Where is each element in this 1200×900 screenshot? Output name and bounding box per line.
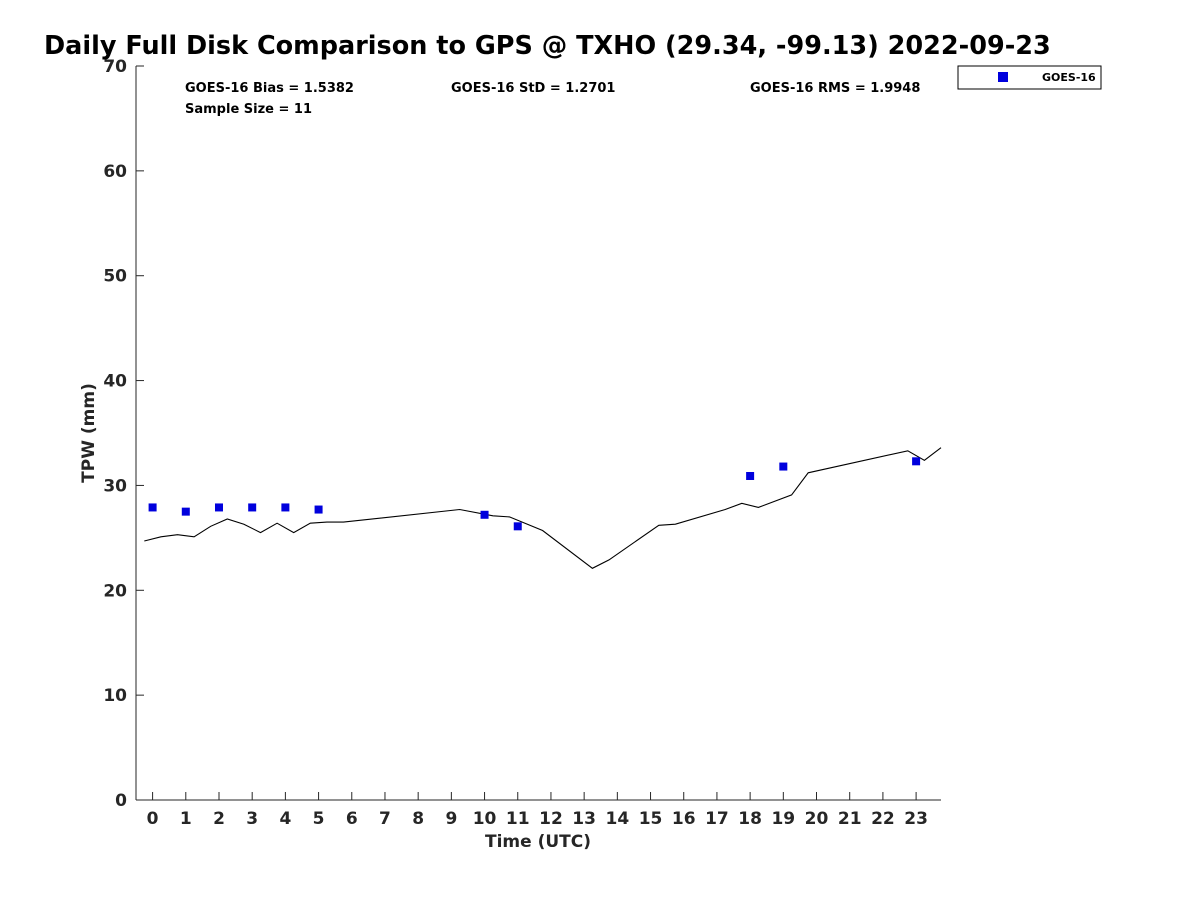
x-tick-label: 17 (705, 809, 729, 829)
y-tick-label: 30 (103, 476, 127, 496)
data-point (148, 503, 157, 512)
y-tick-label: 20 (103, 581, 127, 601)
y-tick-label: 70 (103, 57, 127, 77)
stat-bias: GOES-16 Bias = 1.5382 (185, 81, 354, 96)
legend-box (957, 65, 1102, 90)
x-tick-label: 4 (279, 809, 291, 829)
stat-std: GOES-16 StD = 1.2701 (451, 81, 615, 96)
x-tick-label: 6 (346, 809, 358, 829)
data-point (214, 503, 223, 512)
data-point (248, 503, 257, 512)
y-tick-label: 60 (103, 162, 127, 182)
y-tick-label: 10 (103, 686, 127, 706)
x-tick-label: 19 (771, 809, 795, 829)
data-point (779, 462, 788, 471)
legend: GOES-16 (957, 65, 1102, 90)
data-point (480, 510, 489, 519)
x-tick-label: 14 (606, 809, 630, 829)
series-line (144, 447, 942, 569)
y-tick-label: 0 (115, 791, 127, 811)
legend-label-goes16: GOES-16 (1042, 71, 1096, 84)
x-tick-label: 12 (539, 809, 563, 829)
y-tick-label: 40 (103, 372, 127, 392)
x-tick-label: 0 (147, 809, 159, 829)
x-tick-label: 5 (313, 809, 325, 829)
x-tick-label: 3 (246, 809, 258, 829)
x-tick-label: 13 (572, 809, 596, 829)
data-point (912, 457, 921, 466)
stat-sample-size: Sample Size = 11 (185, 102, 312, 117)
x-tick-label: 21 (838, 809, 862, 829)
x-tick-label: 23 (904, 809, 928, 829)
data-point (314, 505, 323, 514)
x-tick-label: 1 (180, 809, 192, 829)
data-point (513, 522, 522, 531)
stat-rms: GOES-16 RMS = 1.9948 (750, 81, 920, 96)
x-tick-label: 10 (473, 809, 497, 829)
x-tick-label: 9 (445, 809, 457, 829)
x-tick-label: 15 (639, 809, 663, 829)
chart-title: Daily Full Disk Comparison to GPS @ TXHO… (44, 31, 1051, 61)
x-tick-label: 20 (805, 809, 829, 829)
x-tick-label: 11 (506, 809, 530, 829)
y-tick-label: 50 (103, 267, 127, 287)
y-axis-label: TPW (mm) (79, 383, 99, 483)
x-axis-label: Time (UTC) (485, 832, 591, 852)
data-point (746, 471, 755, 480)
x-tick-label: 2 (213, 809, 225, 829)
x-tick-label: 18 (738, 809, 762, 829)
data-point (181, 507, 190, 516)
x-tick-label: 22 (871, 809, 895, 829)
legend-marker-goes16 (998, 72, 1008, 82)
x-tick-label: 16 (672, 809, 696, 829)
x-tick-label: 8 (412, 809, 424, 829)
x-tick-label: 7 (379, 809, 391, 829)
data-point (281, 503, 290, 512)
